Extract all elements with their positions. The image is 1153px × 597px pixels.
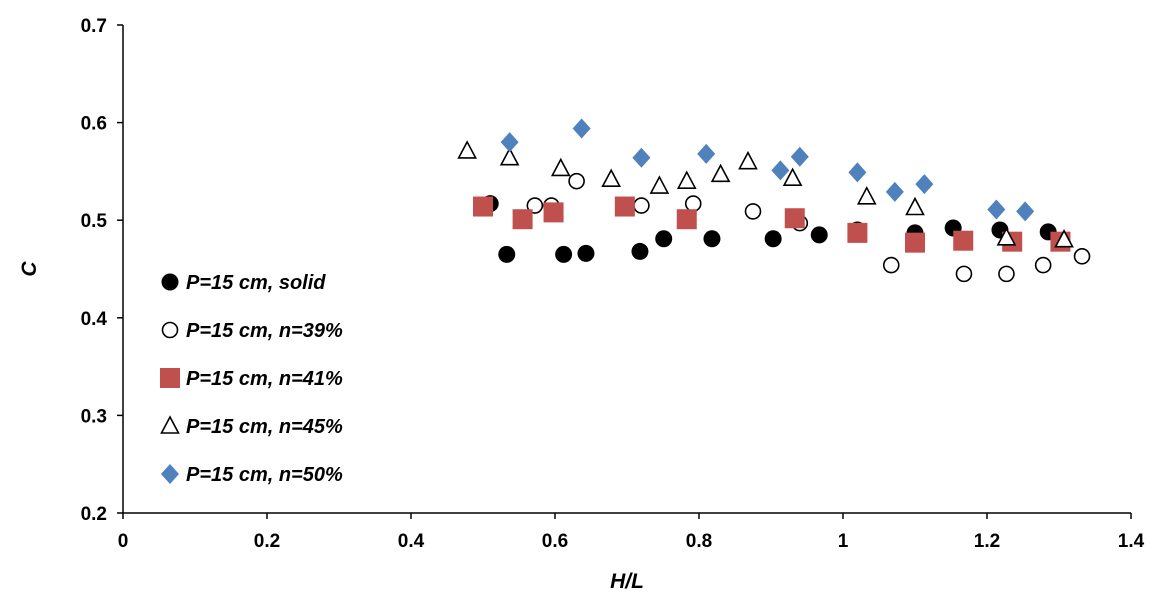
- legend: P=15 cm, solid P=15 cm, n=39% P=15 cm, n=4…: [160, 272, 343, 486]
- y-axis-title: C: [18, 261, 41, 277]
- data-point: [856, 186, 877, 205]
- data-point: [784, 208, 805, 229]
- legend-marker: [160, 368, 180, 388]
- data-point: [996, 227, 1017, 246]
- data-point: [905, 232, 925, 253]
- data-point: [676, 170, 697, 189]
- legend-label: P=15 cm, n=45%: [186, 416, 343, 438]
- legend-marker: [161, 464, 179, 484]
- data-points: [457, 118, 1091, 283]
- data-point: [457, 140, 477, 159]
- data-point: [631, 242, 649, 260]
- data-point: [676, 209, 697, 230]
- x-axis-title: H/L: [610, 570, 644, 593]
- y-tick-label: 0.7: [81, 16, 107, 37]
- data-point: [601, 168, 621, 188]
- x-tick-label: 0.2: [254, 531, 280, 552]
- data-point: [512, 209, 533, 230]
- data-point: [905, 196, 925, 216]
- x-tick-label: 0: [118, 531, 129, 552]
- axes: [122, 25, 1131, 514]
- data-point: [848, 162, 867, 183]
- data-point: [810, 226, 828, 244]
- data-point: [782, 167, 803, 187]
- data-point: [771, 160, 790, 181]
- x-tick-label: 1: [838, 531, 849, 552]
- y-tick-label: 0.4: [81, 309, 108, 330]
- data-point: [703, 230, 721, 248]
- data-point: [572, 118, 591, 139]
- ticks: 0 0.2 0.4 0.6 0.8 1 1.2 1.4 0.2 0.3 0.4 0.5 0.6 0.7: [81, 16, 1145, 552]
- y-tick-label: 0.5: [81, 211, 108, 232]
- data-point: [655, 230, 673, 248]
- data-point: [498, 245, 516, 263]
- data-point: [1034, 256, 1052, 274]
- data-point: [764, 230, 782, 248]
- data-point: [710, 163, 731, 183]
- y-tick-label: 0.2: [81, 504, 107, 525]
- data-point: [550, 157, 571, 177]
- data-point: [500, 132, 519, 153]
- legend-item: P=15 cm, n=50%: [161, 464, 343, 486]
- data-point: [915, 174, 934, 195]
- y-tick-label: 0.3: [81, 406, 107, 427]
- data-point: [543, 202, 564, 223]
- legend-marker: [161, 273, 179, 291]
- data-point: [744, 203, 762, 220]
- data-point: [738, 150, 758, 170]
- data-point: [1073, 248, 1091, 265]
- legend-item: P=15 cm, solid: [161, 272, 326, 294]
- data-point: [633, 197, 650, 214]
- data-point: [684, 195, 702, 212]
- x-tick-label: 0.8: [686, 531, 712, 552]
- legend-label: P=15 cm, solid: [186, 272, 326, 294]
- legend-label: P=15 cm, n=41%: [186, 368, 343, 390]
- data-point: [614, 196, 635, 217]
- data-point: [499, 147, 520, 166]
- x-tick-label: 0.4: [398, 531, 425, 552]
- data-point: [953, 230, 974, 251]
- data-point: [790, 146, 809, 167]
- legend-marker: [160, 415, 180, 434]
- data-point: [882, 256, 900, 274]
- y-tick-label: 0.6: [81, 114, 107, 135]
- legend-label: P=15 cm, n=50%: [186, 464, 343, 486]
- data-point: [987, 199, 1006, 220]
- x-tick-label: 1.4: [1118, 531, 1145, 552]
- data-point: [1054, 229, 1074, 248]
- series-5: [500, 118, 1035, 222]
- x-tick-label: 1.2: [974, 531, 1000, 552]
- data-point: [568, 172, 585, 190]
- data-point: [555, 245, 573, 263]
- legend-item: P=15 cm, n=41%: [160, 368, 343, 390]
- data-point: [632, 147, 651, 168]
- series-1: [481, 195, 1057, 263]
- data-point: [577, 244, 595, 262]
- legend-label: P=15 cm, n=39%: [186, 320, 343, 342]
- legend-item: P=15 cm, n=45%: [160, 415, 343, 438]
- data-point: [885, 181, 904, 202]
- data-point: [998, 265, 1015, 283]
- series-4: [457, 140, 1074, 248]
- data-point: [649, 175, 670, 194]
- data-point: [697, 143, 716, 164]
- data-point: [473, 196, 493, 217]
- data-point: [1016, 201, 1035, 222]
- x-tick-label: 0.6: [542, 531, 568, 552]
- legend-item: P=15 cm, n=39%: [161, 320, 343, 342]
- legend-marker: [161, 321, 179, 339]
- data-point: [955, 265, 973, 283]
- data-point: [847, 222, 868, 243]
